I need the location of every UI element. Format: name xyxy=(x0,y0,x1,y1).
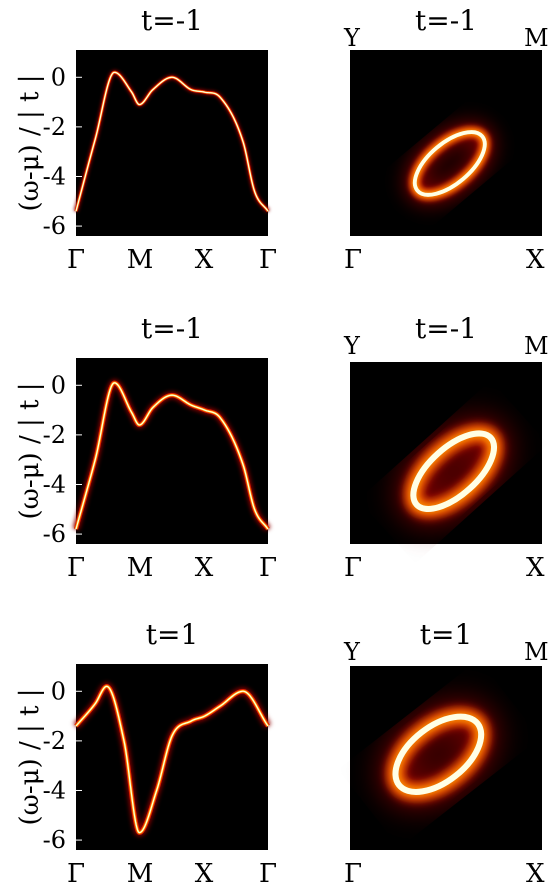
x-tick-label: X xyxy=(195,245,214,275)
corner-label-x: X xyxy=(526,245,545,275)
y-tick-label: -6 xyxy=(43,520,66,548)
corner-label-x: X xyxy=(526,859,545,883)
x-tick-label: Γ xyxy=(259,553,277,583)
x-tick-label: Γ xyxy=(67,245,85,275)
fermi-ring-core xyxy=(392,713,485,795)
plot-area xyxy=(350,666,542,850)
corner-label-gamma: Γ xyxy=(344,859,362,883)
corner-label-y: Y xyxy=(343,332,361,360)
x-tick-label: X xyxy=(195,859,214,883)
y-tick-label: -4 xyxy=(43,162,66,190)
x-tick-label: Γ xyxy=(259,859,277,883)
band-core xyxy=(75,382,269,530)
panel-title: t=-1 xyxy=(415,312,477,345)
y-axis-label: (ω-μ) / | t | xyxy=(15,75,45,212)
dispersion-panel-2: t=-1 (ω-μ) / | t | 0-2-4-6Γ M X Γ xyxy=(15,312,277,583)
y-tick-label: -2 xyxy=(43,421,66,449)
y-tick-label: 0 xyxy=(51,371,66,399)
panel-title: t=1 xyxy=(146,618,199,651)
panel-title: t=-1 xyxy=(141,4,203,37)
y-tick-label: -2 xyxy=(43,727,66,755)
corner-label-m: M xyxy=(524,332,549,360)
y-tick-label: -4 xyxy=(43,470,66,498)
x-tick-label: Γ xyxy=(259,245,277,275)
fermi-surface-panel-1: t=-1 Y M Γ X xyxy=(343,4,549,275)
y-tick-label: -4 xyxy=(43,776,66,804)
y-tick-label: 0 xyxy=(51,63,66,91)
corner-label-y: Y xyxy=(343,638,361,666)
dispersion-panel-3: t=1 (ω-μ) / | t | 0-2-4-6Γ M X Γ xyxy=(15,618,277,883)
corner-label-x: X xyxy=(526,553,545,583)
corner-label-m: M xyxy=(524,638,549,666)
x-tick-label: Γ xyxy=(67,553,85,583)
y-tick-label: -2 xyxy=(43,113,66,141)
corner-label-m: M xyxy=(524,24,549,52)
y-tick-label: -6 xyxy=(43,212,66,240)
band-core xyxy=(75,71,269,212)
band-core xyxy=(75,685,269,834)
y-tick-label: -6 xyxy=(43,826,66,854)
y-axis-label: (ω-μ) / | t | xyxy=(15,383,45,520)
panel-title: t=-1 xyxy=(141,312,203,345)
x-tick-label: X xyxy=(195,553,214,583)
fermi-ring-core xyxy=(412,130,487,197)
corner-label-gamma: Γ xyxy=(344,245,362,275)
panel-title: t=1 xyxy=(420,618,473,651)
fermi-surface-panel-3: t=1 Y M Γ X xyxy=(343,618,549,883)
fermi-surface-panel-2: t=-1 Y M Γ X xyxy=(343,312,549,583)
y-tick-label: 0 xyxy=(51,677,66,705)
fermi-ring-core xyxy=(410,430,498,512)
y-axis-label: (ω-μ) / | t | xyxy=(15,689,45,826)
panel-title: t=-1 xyxy=(415,4,477,37)
x-tick-label: M xyxy=(127,859,154,883)
x-tick-label: M xyxy=(127,553,154,583)
x-tick-label: M xyxy=(127,245,154,275)
x-tick-label: Γ xyxy=(67,859,85,883)
corner-label-y: Y xyxy=(343,24,361,52)
corner-label-gamma: Γ xyxy=(344,553,362,583)
dispersion-panel-1: t=-1 (ω-μ) / | t | 0-2-4-6Γ M X Γ xyxy=(15,4,277,275)
